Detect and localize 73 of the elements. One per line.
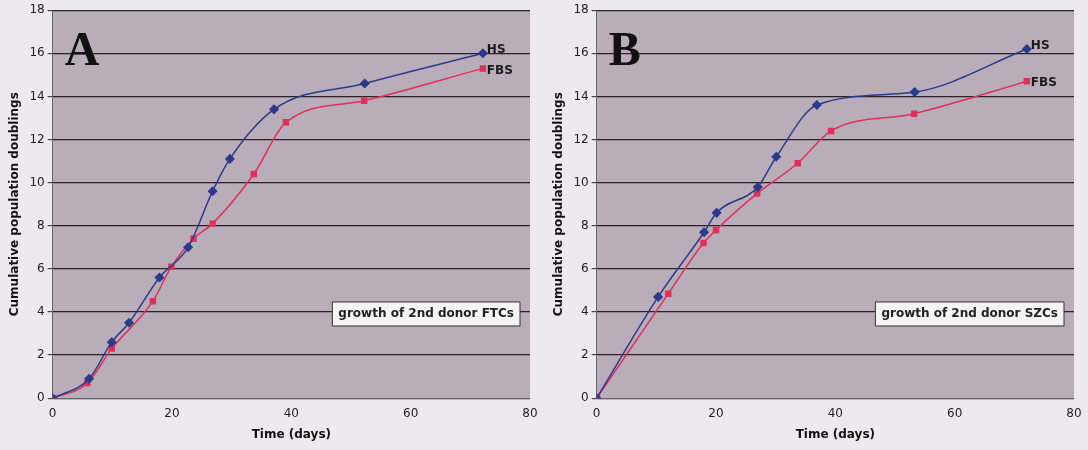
y-axis-title: Cumulative population doublings — [551, 92, 566, 317]
x-tick-label: 60 — [403, 405, 419, 420]
point — [827, 127, 835, 135]
y-tick-label: 12 — [573, 131, 589, 146]
point — [250, 170, 257, 178]
point — [1022, 44, 1032, 54]
x-tick-label: 40 — [283, 405, 299, 420]
point — [183, 242, 193, 253]
y-tick-label: 8 — [581, 217, 589, 232]
point — [753, 182, 763, 192]
x-tick-label: 20 — [708, 405, 724, 420]
x-tick-label: 40 — [827, 405, 843, 420]
x-tick-label: 0 — [48, 405, 57, 420]
x-tick-label: 60 — [947, 405, 963, 420]
y-tick-label: 12 — [29, 131, 45, 146]
point — [771, 152, 782, 162]
point — [124, 318, 134, 328]
annotation: growth of 2nd donor SZCs — [881, 306, 1058, 321]
point — [909, 87, 920, 97]
y-tick-label: 18 — [573, 2, 589, 17]
y-tick-label: 10 — [573, 174, 589, 189]
y-tick-label: 6 — [581, 260, 589, 275]
y-tick-label: 16 — [573, 45, 589, 60]
y-tick-label: 4 — [37, 304, 45, 319]
point — [1023, 78, 1031, 85]
point — [665, 290, 672, 297]
point — [712, 226, 720, 234]
y-tick-label: 14 — [573, 88, 589, 103]
y-tick-label: 2 — [37, 347, 45, 362]
annotation: growth of 2nd donor FTCs — [338, 306, 514, 321]
y-axis-title: Cumulative population doublings — [7, 92, 22, 317]
point — [910, 110, 918, 117]
point — [711, 208, 722, 218]
point — [360, 97, 368, 104]
point — [700, 239, 707, 247]
point — [154, 272, 165, 283]
point — [106, 337, 117, 347]
point — [225, 154, 235, 164]
point — [84, 374, 94, 384]
point — [653, 292, 663, 302]
series-label: FBS — [1030, 75, 1057, 90]
point — [108, 345, 115, 352]
y-tick-label: 16 — [29, 45, 45, 60]
point — [753, 190, 761, 197]
point — [812, 100, 822, 110]
point — [359, 78, 370, 89]
y-tick-label: 0 — [581, 390, 589, 405]
point — [269, 104, 279, 115]
y-tick-label: 0 — [37, 390, 45, 405]
point — [282, 119, 290, 126]
series-label: HS — [486, 42, 506, 57]
y-tick-label: 4 — [581, 304, 589, 319]
y-tick-label: 2 — [581, 347, 589, 362]
point — [794, 160, 801, 167]
series-label: FBS — [486, 62, 513, 77]
point — [478, 48, 488, 59]
x-tick-label: 80 — [522, 405, 538, 420]
x-tick-label: 20 — [164, 405, 180, 420]
y-tick-label: 6 — [37, 260, 45, 275]
y-tick-label: 8 — [37, 217, 45, 232]
x-tick-label: 80 — [1066, 405, 1082, 420]
x-axis-title: Time (days) — [795, 426, 876, 441]
point — [149, 297, 157, 305]
x-tick-label: 0 — [592, 405, 601, 420]
y-tick-label: 10 — [29, 174, 45, 189]
y-tick-label: 14 — [29, 88, 45, 103]
point — [207, 186, 218, 197]
point — [479, 65, 487, 72]
point — [209, 220, 216, 227]
point — [699, 227, 709, 237]
y-tick-label: 18 — [29, 2, 45, 17]
series-label: HS — [1030, 38, 1050, 53]
x-axis-title: Time (days) — [251, 426, 332, 441]
